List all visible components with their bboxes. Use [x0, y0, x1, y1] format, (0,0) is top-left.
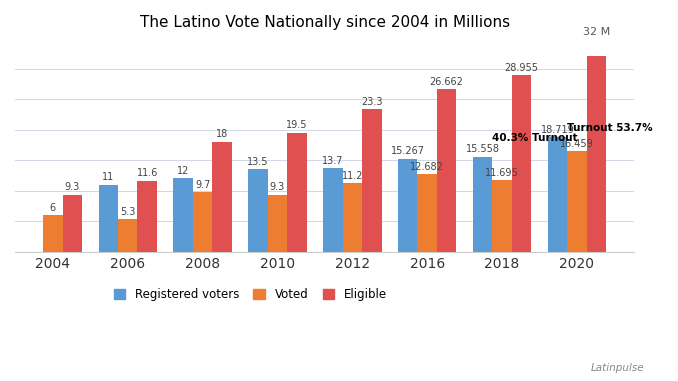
Bar: [473, 157, 492, 252]
Text: 15.558: 15.558: [466, 144, 500, 154]
Text: 19.5: 19.5: [286, 120, 308, 130]
Text: 6: 6: [49, 203, 56, 213]
Bar: [342, 183, 362, 252]
Text: 40.3% Turnout: 40.3% Turnout: [492, 133, 578, 143]
Text: Turnout 53.7%: Turnout 53.7%: [567, 123, 653, 133]
Bar: [492, 180, 512, 252]
Text: 13.5: 13.5: [247, 157, 268, 167]
Bar: [323, 168, 342, 252]
Text: 11.6: 11.6: [136, 168, 158, 178]
Title: The Latino Vote Nationally since 2004 in Millions: The Latino Vote Nationally since 2004 in…: [140, 15, 510, 30]
Bar: [174, 178, 193, 252]
Text: 11.2: 11.2: [342, 171, 363, 181]
Bar: [212, 142, 232, 252]
Bar: [287, 133, 306, 252]
Bar: [43, 215, 62, 252]
Text: 5.3: 5.3: [120, 207, 136, 217]
Text: 9.7: 9.7: [195, 180, 210, 190]
Bar: [418, 174, 437, 252]
Bar: [98, 184, 118, 252]
Bar: [268, 195, 287, 252]
Text: 13.7: 13.7: [322, 155, 344, 166]
Text: 12: 12: [177, 166, 189, 176]
Text: 11.695: 11.695: [485, 168, 519, 178]
Text: 18: 18: [216, 130, 228, 139]
Bar: [62, 195, 82, 252]
Bar: [437, 89, 456, 252]
Text: 9.3: 9.3: [64, 182, 80, 192]
Bar: [548, 138, 567, 252]
Bar: [248, 169, 268, 252]
Legend: Registered voters, Voted, Eligible: Registered voters, Voted, Eligible: [109, 283, 392, 306]
Text: 18.719: 18.719: [540, 125, 574, 135]
Bar: [118, 219, 138, 252]
Text: 23.3: 23.3: [361, 97, 382, 107]
Bar: [138, 181, 157, 252]
Bar: [512, 75, 532, 252]
Text: 11: 11: [102, 172, 115, 182]
Text: 32 M: 32 M: [583, 27, 610, 37]
Text: 12.682: 12.682: [410, 162, 444, 172]
Text: 26.662: 26.662: [430, 77, 464, 86]
Text: 28.955: 28.955: [504, 62, 538, 72]
Text: 15.267: 15.267: [391, 146, 424, 156]
Bar: [362, 109, 382, 252]
Text: Latinpulse: Latinpulse: [591, 363, 644, 373]
Bar: [586, 56, 606, 252]
Bar: [567, 151, 586, 252]
Text: 16.459: 16.459: [560, 139, 594, 149]
Bar: [193, 192, 212, 252]
Text: 9.3: 9.3: [270, 182, 285, 192]
Bar: [398, 158, 418, 252]
